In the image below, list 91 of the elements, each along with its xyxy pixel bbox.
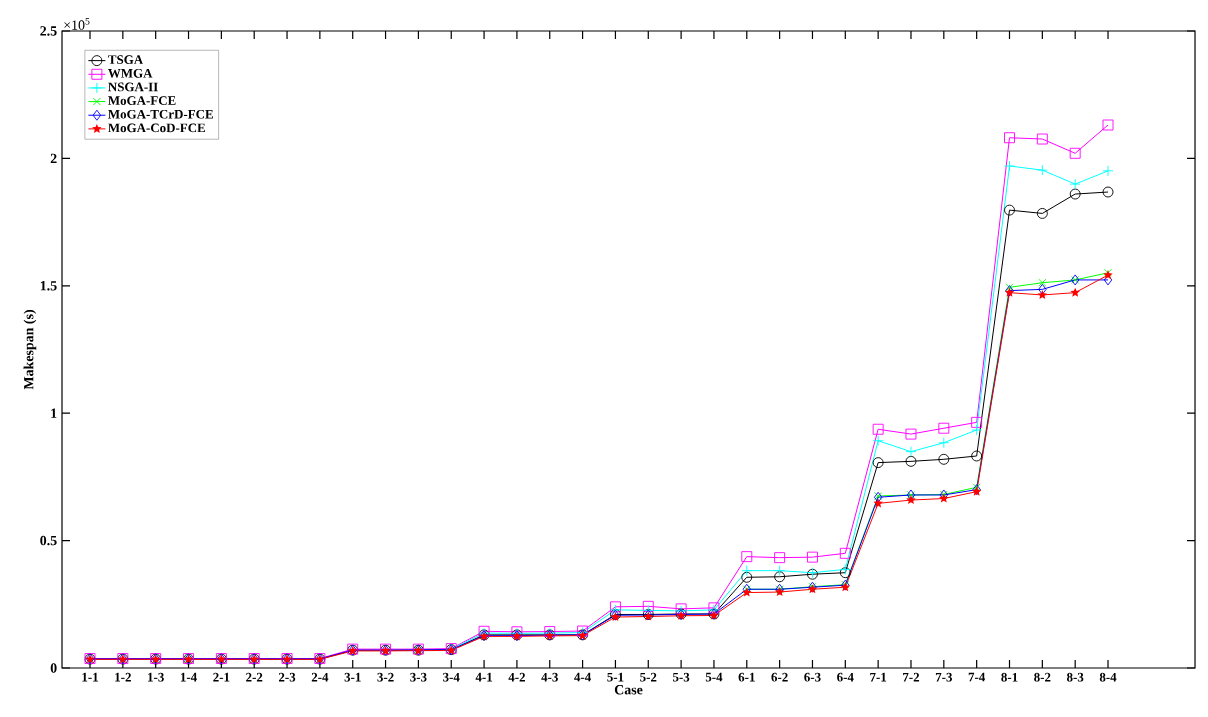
x-tick-label: 1-2 [115, 672, 131, 682]
point [872, 423, 884, 435]
point [1004, 160, 1015, 172]
x-axis-title: Case [614, 685, 643, 695]
x-tick-label: 5-3 [673, 672, 690, 682]
point [905, 455, 917, 467]
point [971, 424, 983, 436]
x-tick-label: 8-4 [1099, 672, 1117, 682]
legend-label: MoGA-TCrD-FCE [108, 109, 213, 119]
point [938, 422, 950, 434]
point [1037, 289, 1048, 300]
x-tick-label: 6-1 [738, 672, 755, 682]
x-tick-label: 1-3 [148, 672, 164, 682]
point [938, 437, 950, 449]
x-tick-label: 3-2 [377, 672, 394, 682]
x-tick-label: 2-2 [246, 672, 263, 682]
text: ×10$^{5}$ [64, 18, 90, 30]
legend-label: MoGA-CoD-FCE [108, 123, 206, 133]
point [873, 498, 883, 508]
point [1038, 278, 1047, 287]
point [939, 493, 949, 503]
y-tick-label: 2.5 [40, 26, 57, 36]
x-tick-label: 8-2 [1034, 672, 1051, 682]
point [1036, 207, 1048, 219]
x-tick-label: 2-4 [311, 672, 329, 682]
legend-label: MoGA-FCE [108, 96, 176, 105]
x-tick-label: 7-1 [870, 672, 887, 682]
point [971, 450, 983, 462]
x-tick-label: 4-3 [541, 672, 558, 682]
point [741, 565, 753, 577]
x-tick-label: 1-1 [82, 672, 98, 682]
point [774, 565, 786, 577]
point [1102, 186, 1114, 198]
x-tick-label: 8-1 [1001, 672, 1018, 682]
x-tick-label: 3-3 [410, 672, 427, 682]
point [774, 571, 786, 583]
point [972, 483, 981, 492]
point [741, 551, 753, 563]
x-tick-label: 2-1 [213, 672, 230, 682]
x-tick-label: 4-2 [508, 672, 525, 682]
x-tick-label: 7-4 [968, 672, 986, 682]
point [1036, 133, 1048, 145]
y-tick-label: 0.5 [40, 535, 57, 546]
x-tick-label: 4-4 [574, 672, 591, 682]
point [905, 428, 917, 440]
point [872, 457, 884, 469]
point [971, 416, 983, 428]
point [872, 435, 884, 447]
point [938, 453, 950, 465]
x-tick-label: 6-2 [771, 672, 788, 682]
point [1038, 283, 1047, 295]
point [905, 446, 917, 458]
point [839, 563, 851, 575]
y-tick-label: 1.5 [40, 281, 57, 291]
x-tick-label: 2-3 [278, 672, 296, 682]
x-tick-label: 5-4 [705, 672, 723, 682]
x-tick-label: 6-4 [837, 672, 854, 682]
y-tick-label: 2 [50, 153, 57, 163]
x-tick-label: 5-1 [607, 672, 624, 682]
point [1004, 204, 1015, 216]
point [1005, 283, 1014, 292]
point [1070, 287, 1080, 297]
x-tick-label: 4-1 [475, 672, 493, 682]
x-tick-label: 8-3 [1066, 672, 1084, 682]
point [1102, 119, 1114, 131]
point [839, 547, 851, 559]
y-tick-label: 1 [51, 408, 57, 418]
point [642, 600, 654, 612]
x-tick-label: 5-2 [640, 672, 657, 682]
point [774, 552, 786, 564]
y-tick-label: 0 [50, 663, 57, 673]
point [1036, 164, 1048, 176]
y-axis-title: Makespan (s) [23, 310, 37, 390]
x-tick-label: 1-4 [180, 672, 197, 682]
point [1102, 165, 1114, 177]
x-tick-label: 7-2 [903, 672, 920, 682]
point [807, 551, 818, 563]
x-tick-label: 3-4 [443, 672, 460, 682]
point [741, 571, 753, 583]
point [839, 567, 851, 579]
x-tick-label: 7-3 [935, 672, 953, 682]
point [1069, 188, 1081, 200]
point [1004, 132, 1015, 144]
point [1069, 178, 1081, 190]
x-tick-label: 6-3 [804, 672, 821, 682]
point [906, 495, 916, 505]
x-tick-label: 3-1 [344, 672, 361, 682]
point [1069, 147, 1081, 159]
legend-label: NSGA-II [108, 82, 158, 92]
legend-label: TSGA [108, 55, 144, 64]
legend-label: WMGA [108, 68, 153, 78]
